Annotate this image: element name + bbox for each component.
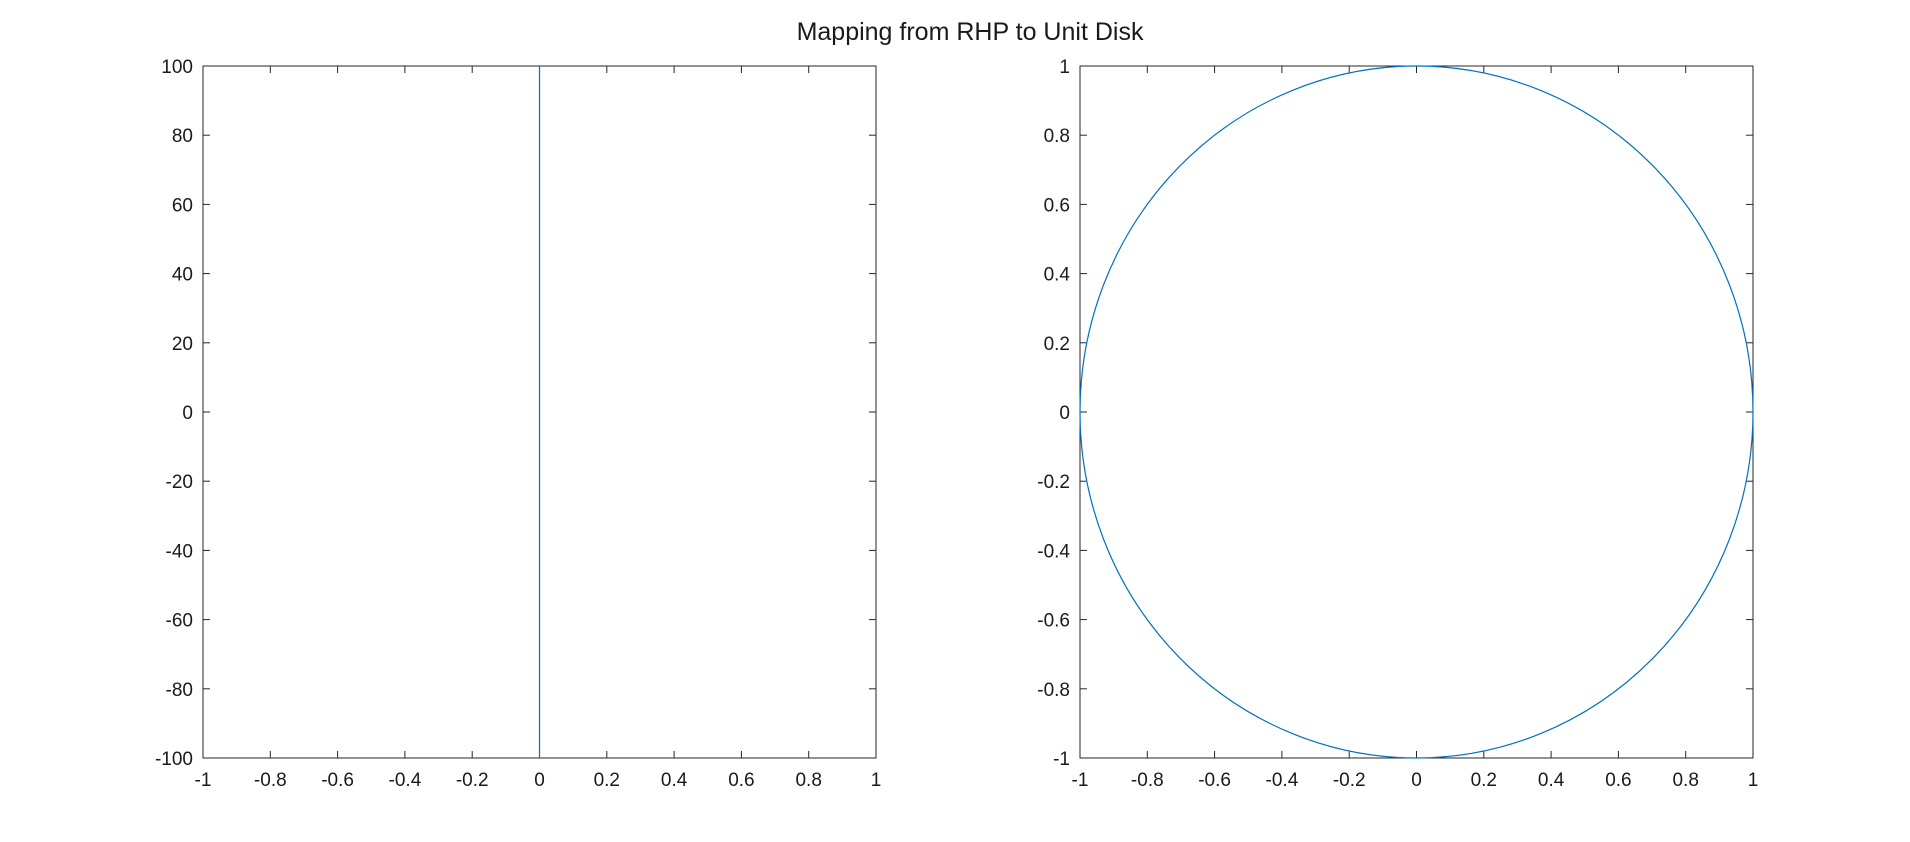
right-x-tick-label: 0.2 bbox=[1471, 770, 1497, 791]
left-x-tick-label: -1 bbox=[195, 770, 212, 791]
right-x-tick-label: -0.6 bbox=[1198, 770, 1231, 791]
left-y-tick-label: -60 bbox=[166, 611, 193, 632]
right-x-tick-label: 0 bbox=[1411, 770, 1422, 791]
left-axes: -1 -0.8 -0.6 -0.4 -0.2 0 0.2 0.4 0.6 0.8 1 -100 -80 -… bbox=[155, 57, 881, 791]
left-x-tick-label: -0.6 bbox=[321, 770, 354, 791]
right-y-tick-label: -0.2 bbox=[1037, 472, 1070, 493]
left-x-tick-label: 1 bbox=[871, 770, 882, 791]
left-y-tick-label: 80 bbox=[172, 126, 193, 147]
right-y-tick-label: 0.2 bbox=[1044, 334, 1070, 355]
right-y-tick-label: 0.6 bbox=[1044, 195, 1070, 216]
right-x-tick-label: 0.4 bbox=[1538, 770, 1565, 791]
right-y-tick-label: 0.8 bbox=[1044, 126, 1070, 147]
left-x-tick-label: -0.8 bbox=[254, 770, 287, 791]
right-x-tick-label: -0.8 bbox=[1131, 770, 1164, 791]
right-y-tick-label: 0 bbox=[1059, 403, 1070, 424]
left-x-tick-label: 0 bbox=[534, 770, 545, 791]
left-x-tick-label: 0.8 bbox=[795, 770, 821, 791]
left-x-tick-label: -0.2 bbox=[456, 770, 489, 791]
right-axes: -1 -0.8 -0.6 -0.4 -0.2 0 0.2 0.4 0.6 0.8 1 -1 -0.8 -0… bbox=[1037, 57, 1758, 791]
left-y-tick-label: 60 bbox=[172, 195, 193, 216]
right-y-tick-label: -0.8 bbox=[1037, 680, 1070, 701]
left-y-tick-label: -100 bbox=[155, 749, 193, 770]
left-y-tick-label: -20 bbox=[166, 472, 193, 493]
right-y-tick-label: 1 bbox=[1059, 57, 1070, 78]
right-x-tick-label: 0.8 bbox=[1672, 770, 1698, 791]
right-y-tick-label: 0.4 bbox=[1044, 265, 1071, 286]
right-y-tick-label: -0.6 bbox=[1037, 611, 1070, 632]
right-y-tick-label: -1 bbox=[1053, 749, 1070, 770]
left-x-tick-label: 0.4 bbox=[661, 770, 688, 791]
left-y-tick-label: -40 bbox=[166, 541, 193, 562]
left-y-tick-label: 100 bbox=[161, 57, 193, 78]
right-x-tick-label: -0.4 bbox=[1266, 770, 1299, 791]
left-x-tick-label: -0.4 bbox=[389, 770, 422, 791]
right-x-tick-label: 1 bbox=[1748, 770, 1759, 791]
figure-title: Mapping from RHP to Unit Disk bbox=[797, 18, 1144, 46]
right-x-tick-label: -0.2 bbox=[1333, 770, 1366, 791]
left-x-tick-label: 0.2 bbox=[594, 770, 620, 791]
left-y-tick-label: 20 bbox=[172, 334, 193, 355]
right-x-tick-label: 0.6 bbox=[1605, 770, 1631, 791]
left-y-tick-label: 0 bbox=[182, 403, 193, 424]
right-series-circle bbox=[1079, 65, 1754, 759]
right-x-tick-label: -1 bbox=[1072, 770, 1089, 791]
left-y-tick-label: 40 bbox=[172, 265, 193, 286]
left-x-tick-label: 0.6 bbox=[728, 770, 754, 791]
right-y-tick-label: -0.4 bbox=[1037, 541, 1070, 562]
left-y-tick-label: -80 bbox=[166, 680, 193, 701]
